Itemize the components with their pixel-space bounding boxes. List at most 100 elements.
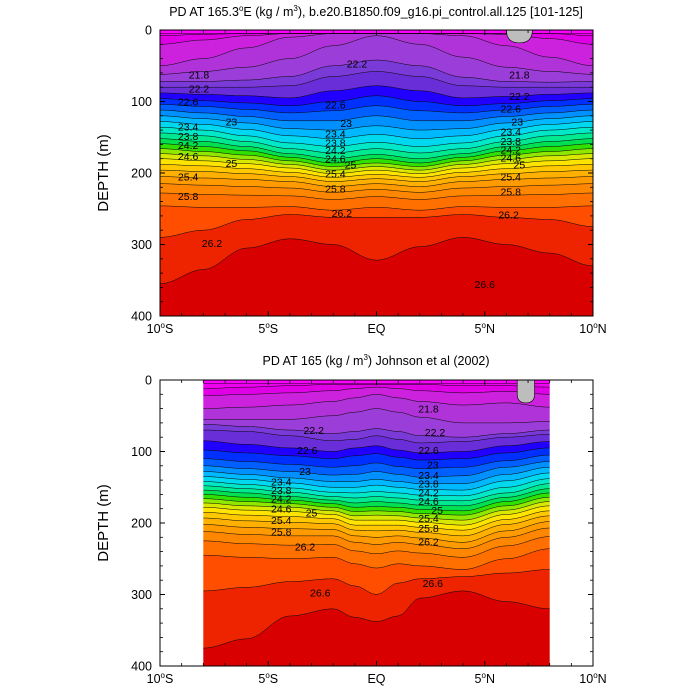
contour-line <box>160 176 593 187</box>
x-tick-label: EQ <box>367 322 385 336</box>
contour-line <box>203 408 550 424</box>
contour-band <box>203 548 550 595</box>
y-tick-label: 400 <box>131 310 152 324</box>
contour-band <box>203 505 550 531</box>
contour-label: 24.6 <box>178 151 199 163</box>
x-tick-label: 10oS <box>147 671 174 686</box>
contour-band <box>160 132 593 159</box>
y-tick-label: 0 <box>145 24 152 38</box>
contour-label: 21.8 <box>509 69 530 81</box>
contour-line <box>160 132 593 154</box>
contour-line <box>203 527 550 549</box>
contour-band <box>160 127 593 153</box>
contour-label: 25 <box>226 158 238 170</box>
contour-label: 25 <box>514 159 526 171</box>
contour-band <box>203 383 550 389</box>
x-tick-label: 5oS <box>258 671 278 686</box>
contour-label: 23 <box>511 117 523 129</box>
contour-line <box>203 483 550 502</box>
contour-label: 23.4 <box>271 477 292 489</box>
contour-label: 22.2 <box>347 59 368 71</box>
contour-label: 25.8 <box>325 184 346 196</box>
contour-line <box>203 386 550 396</box>
axis-ticks: 10oS 5oS EQ 5oN 10oN 0 100 200 300 400 <box>131 24 607 337</box>
contour-label: 25.8 <box>178 191 199 203</box>
contour-band <box>203 384 550 396</box>
x-tick-label: 5oN <box>475 321 495 336</box>
contour-line <box>203 488 550 507</box>
y-tick-label: 300 <box>131 588 152 602</box>
contour-band <box>160 193 593 211</box>
contour-line <box>203 440 550 454</box>
contour-line <box>203 461 550 478</box>
contour-label: 23.4 <box>418 470 439 482</box>
contour-band <box>160 33 593 66</box>
contour-label: 25.4 <box>325 169 346 181</box>
missing-data-patch <box>516 380 535 404</box>
contour-label: 22.2 <box>303 425 324 437</box>
contour-label: 24.2 <box>325 145 346 157</box>
contour-label: 23.8 <box>325 137 346 149</box>
contour-line <box>160 183 593 193</box>
contour-line <box>160 85 593 99</box>
contour-band <box>203 387 550 409</box>
contour-label: 21.8 <box>189 69 210 81</box>
contour-label: 21.8 <box>418 404 439 416</box>
contour-band <box>203 461 550 484</box>
contour-line <box>160 35 593 75</box>
contour-band <box>160 33 593 45</box>
contour-band <box>160 35 593 83</box>
panel-model: PD AT 165.3oE (kg / m3), b.e20.B1850.f09… <box>95 4 607 336</box>
contour-label: 23.8 <box>271 485 292 497</box>
contour-line <box>203 472 550 491</box>
x-tick-label: 10oN <box>579 321 606 336</box>
contour-label: 22.2 <box>189 84 210 96</box>
x-tick-label: 5oS <box>258 321 278 336</box>
contour-label: 25 <box>431 505 443 517</box>
contour-line <box>160 153 593 171</box>
y-tick-label: 100 <box>131 445 152 459</box>
contour-line <box>203 505 550 526</box>
contour-band <box>203 440 550 461</box>
x-tick-label: 10oS <box>147 321 174 336</box>
contour-label: 26.2 <box>332 208 353 220</box>
contour-label: 24.6 <box>501 152 522 164</box>
contour-line <box>203 510 550 531</box>
contour-label: 22.6 <box>178 97 199 109</box>
y-tick-label: 0 <box>145 374 152 388</box>
contour-label: 23 <box>340 118 352 130</box>
contour-band <box>160 214 593 284</box>
contour-line <box>160 138 593 159</box>
contour-label: 25.4 <box>501 172 522 184</box>
contour-label: 24.2 <box>271 494 292 506</box>
contour-band <box>203 590 550 666</box>
contour-line <box>203 521 550 543</box>
contour-band <box>160 95 593 113</box>
contour-band <box>203 408 550 438</box>
contour-band <box>203 455 550 478</box>
contour-band <box>203 467 550 491</box>
contour-label: 23 <box>427 459 439 471</box>
contour-label: 22.2 <box>509 91 530 103</box>
contour-line <box>160 148 593 167</box>
contour-line <box>160 237 593 285</box>
contour-line <box>160 169 593 182</box>
contour-line <box>160 214 593 238</box>
contour-label: 23.8 <box>418 479 439 491</box>
contour-label: 22.6 <box>297 445 318 457</box>
contour-line-layer <box>203 383 550 649</box>
contour-label: 26.6 <box>475 279 496 291</box>
contour-band <box>160 237 593 316</box>
contour-label: 22.6 <box>501 104 522 116</box>
y-tick-label: 200 <box>131 167 152 181</box>
contour-label: 26.6 <box>310 587 331 599</box>
contour-line <box>160 126 593 147</box>
contour-line <box>160 109 593 122</box>
contour-band <box>160 148 593 171</box>
x-tick-label: EQ <box>367 672 385 686</box>
contour-band <box>203 424 550 443</box>
panel-observed: PD AT 165 (kg / m3) Johnson et al (2002)… <box>95 353 607 686</box>
contour-band <box>160 71 593 98</box>
contour-line <box>203 492 550 512</box>
contour-band <box>160 164 593 182</box>
